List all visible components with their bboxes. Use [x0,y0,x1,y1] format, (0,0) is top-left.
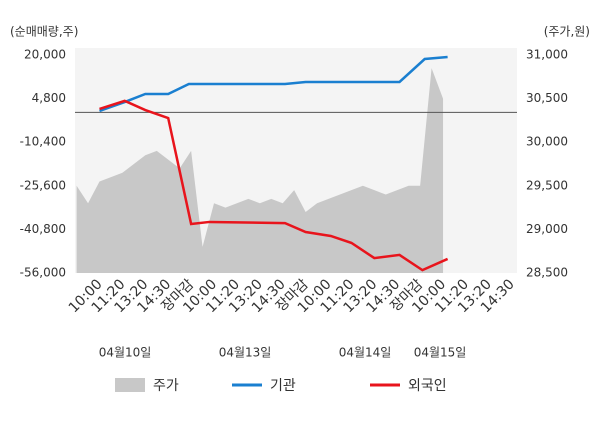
date-label: 04월10일 [99,346,152,360]
series-line [99,99,449,272]
y2-tick-label: 30,000 [526,135,568,149]
date-label: 04월15일 [414,346,467,360]
y2-tick-label: 29,000 [526,222,568,236]
series-line [99,55,448,113]
y2-tick-label: 31,000 [526,48,568,62]
legend-label: 기관 [270,378,296,394]
price-area [76,68,444,273]
legend-swatch [115,378,145,392]
y-tick-label: -25,600 [20,178,66,192]
y-tick-label: -40,800 [20,222,66,236]
y-tick-label: 20,000 [24,48,66,62]
y-tick-label: 4,800 [32,91,66,105]
y-axis-title: (순매매량,주) [10,25,78,39]
y2-tick-label: 28,500 [526,266,568,280]
date-label: 04월14일 [339,346,392,360]
legend-label: 주가 [153,378,179,394]
y2-tick-label: 30,500 [526,91,568,105]
y-tick-label: -56,000 [20,266,66,280]
y2-axis-title: (주가,원) [544,25,590,39]
legend-label: 외국인 [408,378,447,394]
date-label: 04월13일 [219,346,272,360]
y-tick-label: -10,400 [20,135,66,149]
y2-tick-label: 29,500 [526,178,568,192]
